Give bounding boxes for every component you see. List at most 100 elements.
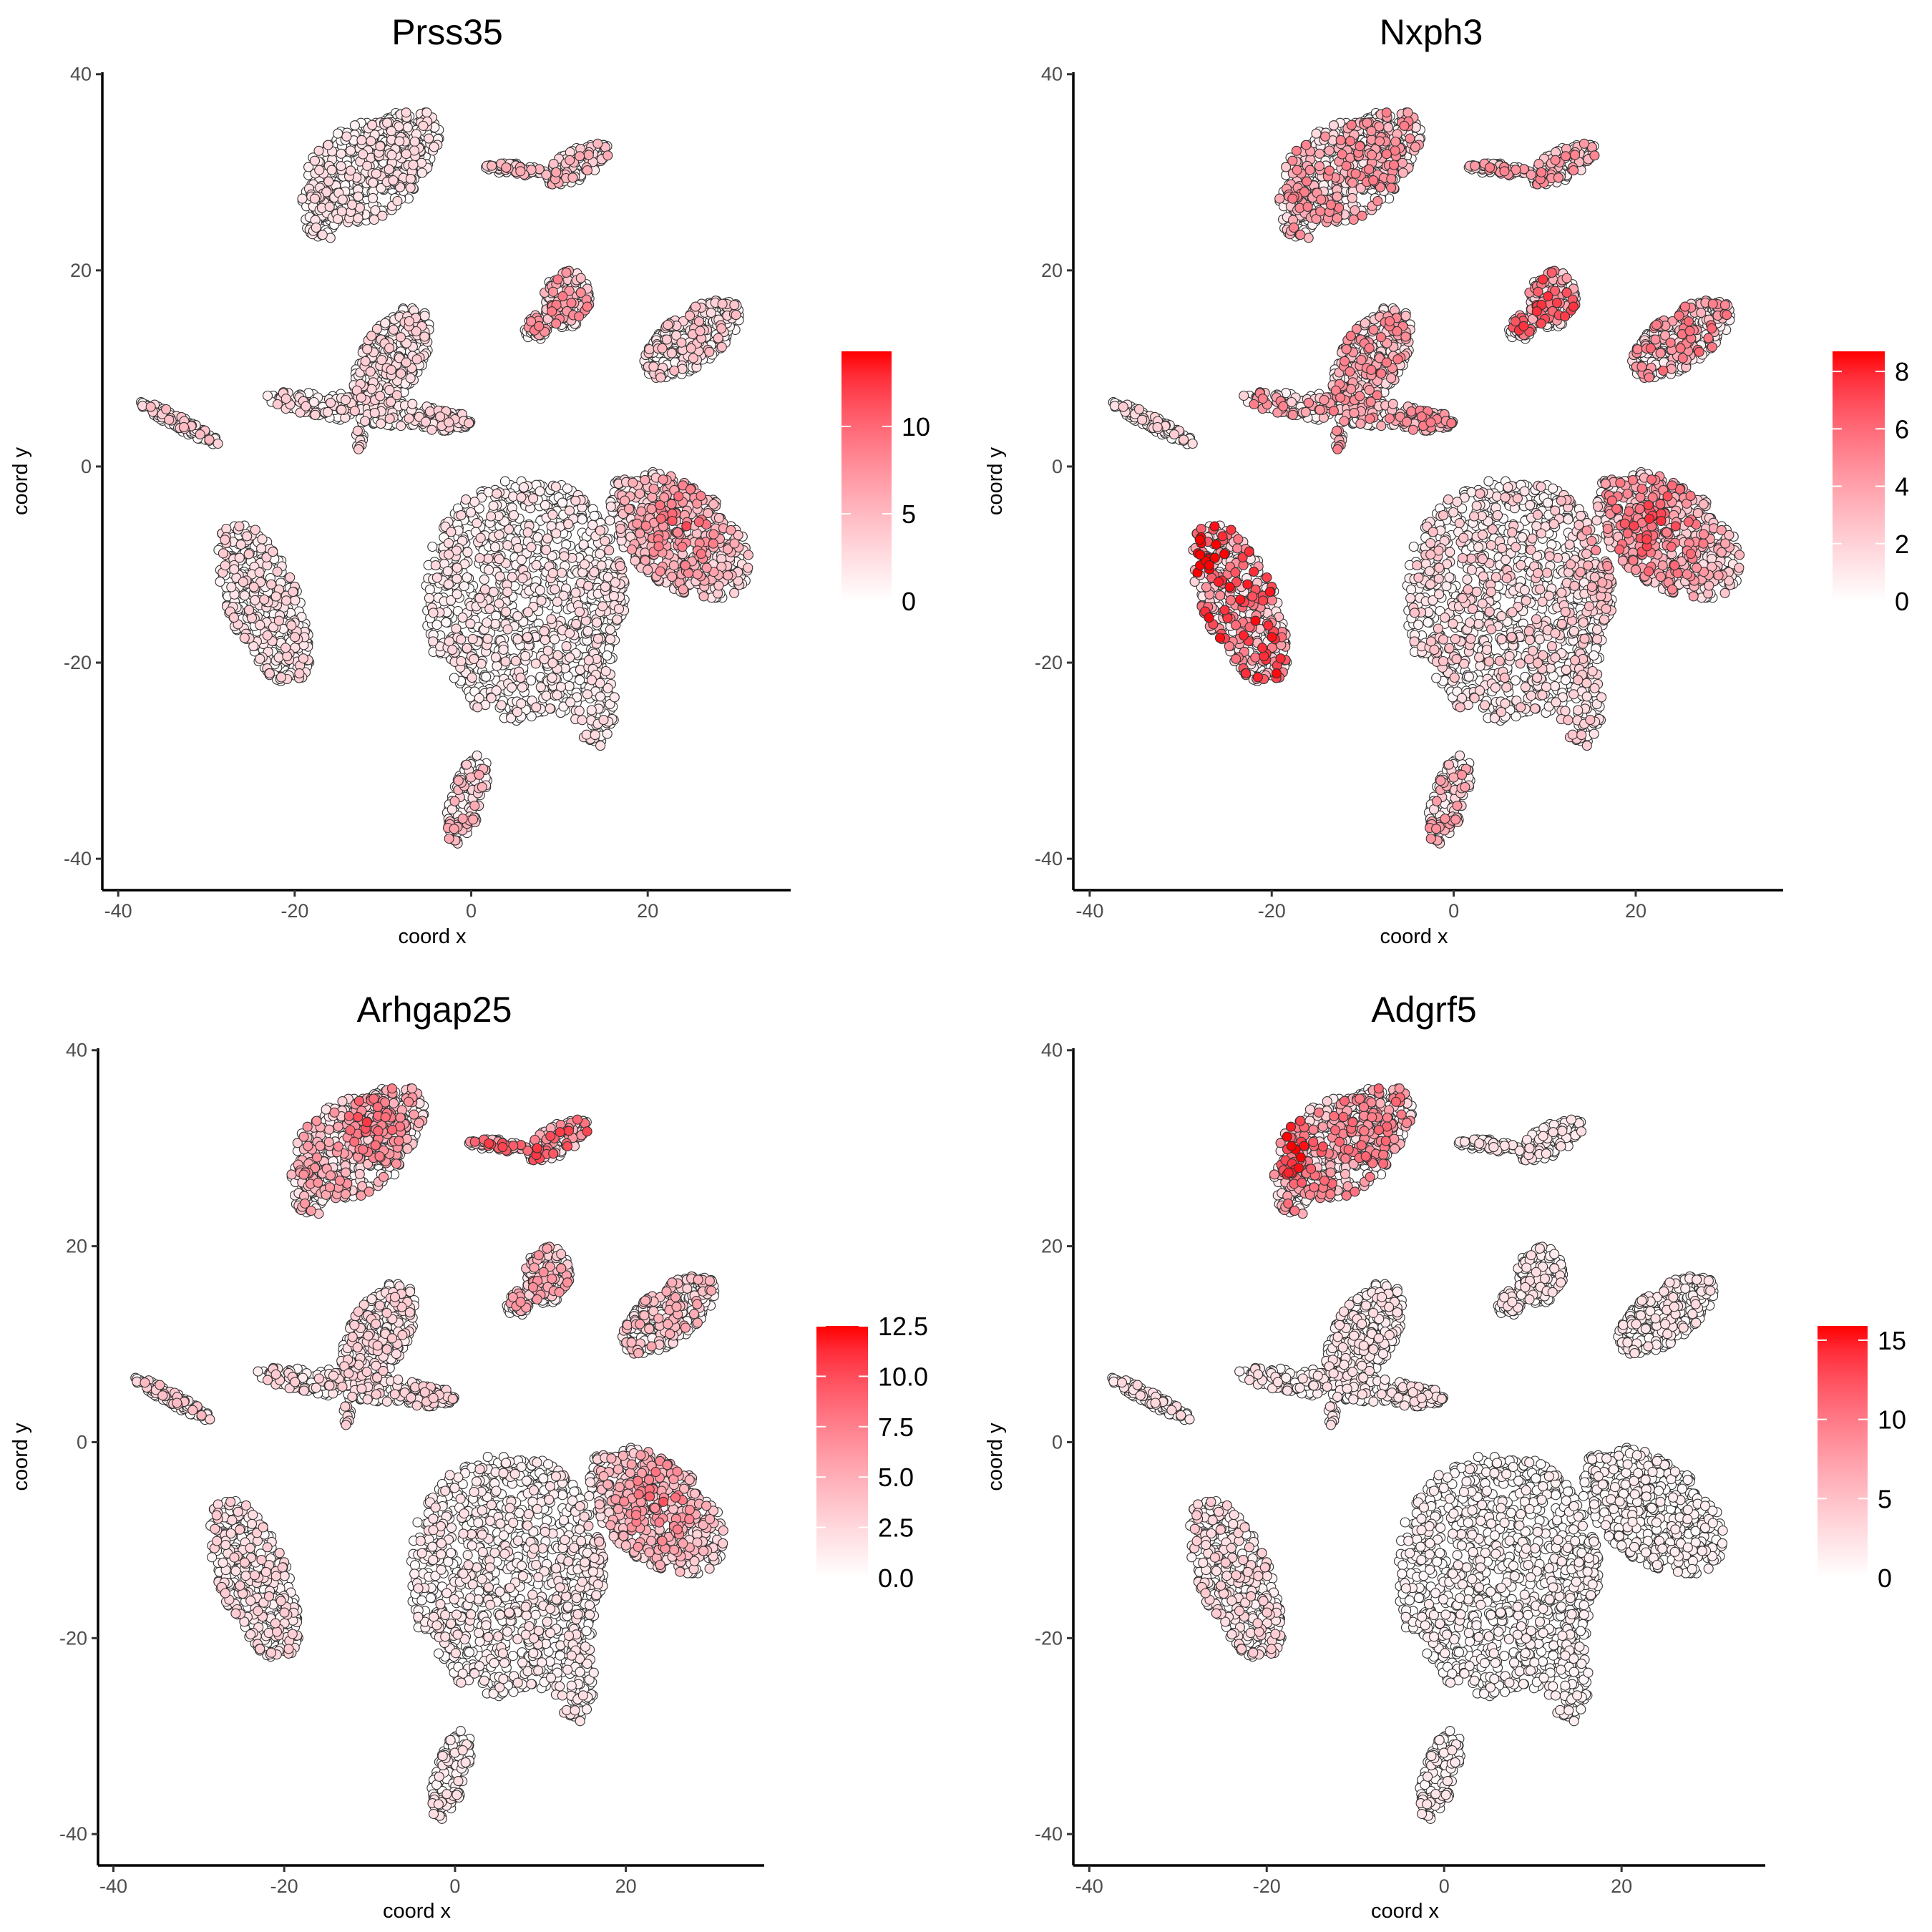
point <box>457 613 468 623</box>
point <box>365 366 376 377</box>
point <box>704 346 715 357</box>
x-tick-label: -20 <box>280 900 308 922</box>
point <box>469 497 480 507</box>
point <box>366 331 377 341</box>
point <box>516 492 527 503</box>
point <box>726 525 736 535</box>
point <box>612 614 623 625</box>
point <box>534 321 545 331</box>
point <box>288 587 298 597</box>
point <box>680 560 691 571</box>
point <box>570 587 581 598</box>
point <box>539 626 550 637</box>
point <box>592 617 602 628</box>
point <box>564 505 575 516</box>
point <box>604 545 615 556</box>
point <box>561 268 572 278</box>
point <box>234 552 245 563</box>
point <box>405 173 416 185</box>
plot-title: Prss35 <box>391 12 503 52</box>
point <box>559 551 570 562</box>
point <box>395 332 406 343</box>
point <box>595 741 606 751</box>
point <box>430 560 441 571</box>
point <box>557 291 568 302</box>
point <box>628 477 638 488</box>
point <box>531 560 542 570</box>
point <box>347 200 358 210</box>
point <box>462 572 472 583</box>
point <box>488 500 499 511</box>
point <box>468 814 479 825</box>
point <box>386 150 397 160</box>
point <box>600 581 611 592</box>
point <box>655 500 665 511</box>
point <box>550 482 561 492</box>
point <box>416 167 427 178</box>
point <box>512 542 524 553</box>
point <box>262 630 273 641</box>
point <box>565 155 575 165</box>
point <box>713 333 723 343</box>
point <box>443 579 454 590</box>
point <box>472 750 482 761</box>
point <box>235 540 246 550</box>
point <box>239 590 250 601</box>
point <box>273 615 284 626</box>
point <box>586 705 597 716</box>
point <box>526 542 537 552</box>
point <box>648 361 659 372</box>
point <box>449 824 459 834</box>
point <box>547 658 558 668</box>
point <box>541 691 552 701</box>
point <box>647 492 658 502</box>
point <box>500 656 511 667</box>
point <box>420 416 431 427</box>
point <box>602 650 613 661</box>
point <box>384 164 394 175</box>
point <box>255 620 265 630</box>
point <box>546 614 557 625</box>
point <box>301 401 311 411</box>
point <box>482 633 493 644</box>
point <box>452 573 462 584</box>
point <box>536 595 547 606</box>
point <box>522 607 534 618</box>
point <box>285 572 296 583</box>
point <box>486 693 497 703</box>
point <box>743 562 753 573</box>
point <box>317 230 328 240</box>
point <box>685 484 696 494</box>
point <box>531 702 542 713</box>
point <box>402 122 413 132</box>
point <box>676 337 687 348</box>
point <box>352 426 363 436</box>
point <box>452 562 462 573</box>
point <box>522 527 533 538</box>
point <box>444 636 454 647</box>
point <box>658 474 668 485</box>
point <box>583 655 594 665</box>
point <box>441 617 452 628</box>
point <box>706 308 716 318</box>
point <box>250 525 260 535</box>
point <box>494 554 504 565</box>
point <box>424 406 436 417</box>
point <box>462 547 473 557</box>
point <box>396 369 406 379</box>
point <box>409 136 420 147</box>
point <box>516 698 527 709</box>
point <box>565 652 575 663</box>
point <box>472 702 483 713</box>
point <box>280 394 291 404</box>
point <box>636 506 647 517</box>
point <box>605 624 615 635</box>
point <box>502 587 513 597</box>
point <box>178 421 190 432</box>
point <box>489 542 501 552</box>
point <box>349 406 360 416</box>
point <box>520 650 531 662</box>
